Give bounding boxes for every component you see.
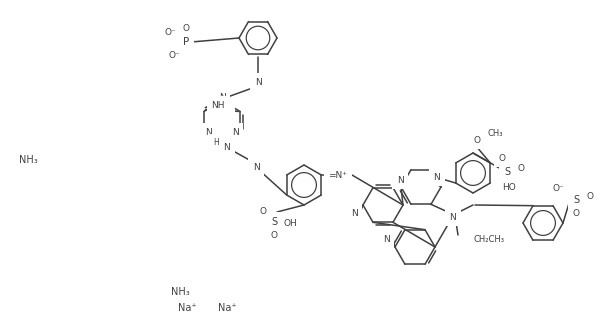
Text: N: N <box>351 208 357 217</box>
Text: O: O <box>473 135 481 144</box>
Text: HO: HO <box>502 183 516 192</box>
Text: CH₂CH₃: CH₂CH₃ <box>473 236 504 245</box>
Text: O: O <box>182 23 190 32</box>
Text: NH₃: NH₃ <box>18 155 37 165</box>
Text: O⁻: O⁻ <box>164 27 176 37</box>
Text: OH: OH <box>283 219 297 228</box>
Text: NH₃: NH₃ <box>171 287 189 297</box>
Text: Cl: Cl <box>222 105 231 114</box>
Text: N: N <box>206 128 212 137</box>
Text: N: N <box>219 92 225 102</box>
Text: S: S <box>504 167 510 177</box>
Text: O: O <box>499 153 505 162</box>
Text: O: O <box>260 206 266 215</box>
Text: O: O <box>271 230 278 240</box>
Text: H: H <box>213 138 219 147</box>
Text: N: N <box>449 212 456 221</box>
Text: S: S <box>271 217 277 227</box>
Text: N: N <box>255 77 262 86</box>
Text: P: P <box>183 37 189 47</box>
Text: N: N <box>383 234 389 244</box>
Text: O: O <box>586 192 594 201</box>
Text: N: N <box>223 142 230 151</box>
Text: O⁻: O⁻ <box>168 51 180 60</box>
Text: N: N <box>433 173 440 182</box>
Text: O: O <box>518 163 524 173</box>
Text: O⁻: O⁻ <box>552 184 564 193</box>
Text: O: O <box>572 209 580 218</box>
Text: =N⁺: =N⁺ <box>328 171 348 180</box>
Text: S: S <box>573 195 579 205</box>
Text: N: N <box>232 128 239 137</box>
Text: NH: NH <box>211 101 225 110</box>
Text: N: N <box>252 162 259 172</box>
Text: Na⁺: Na⁺ <box>218 303 236 313</box>
Text: N: N <box>397 176 403 185</box>
Text: Na⁺: Na⁺ <box>178 303 196 313</box>
Text: CH₃: CH₃ <box>488 129 503 137</box>
